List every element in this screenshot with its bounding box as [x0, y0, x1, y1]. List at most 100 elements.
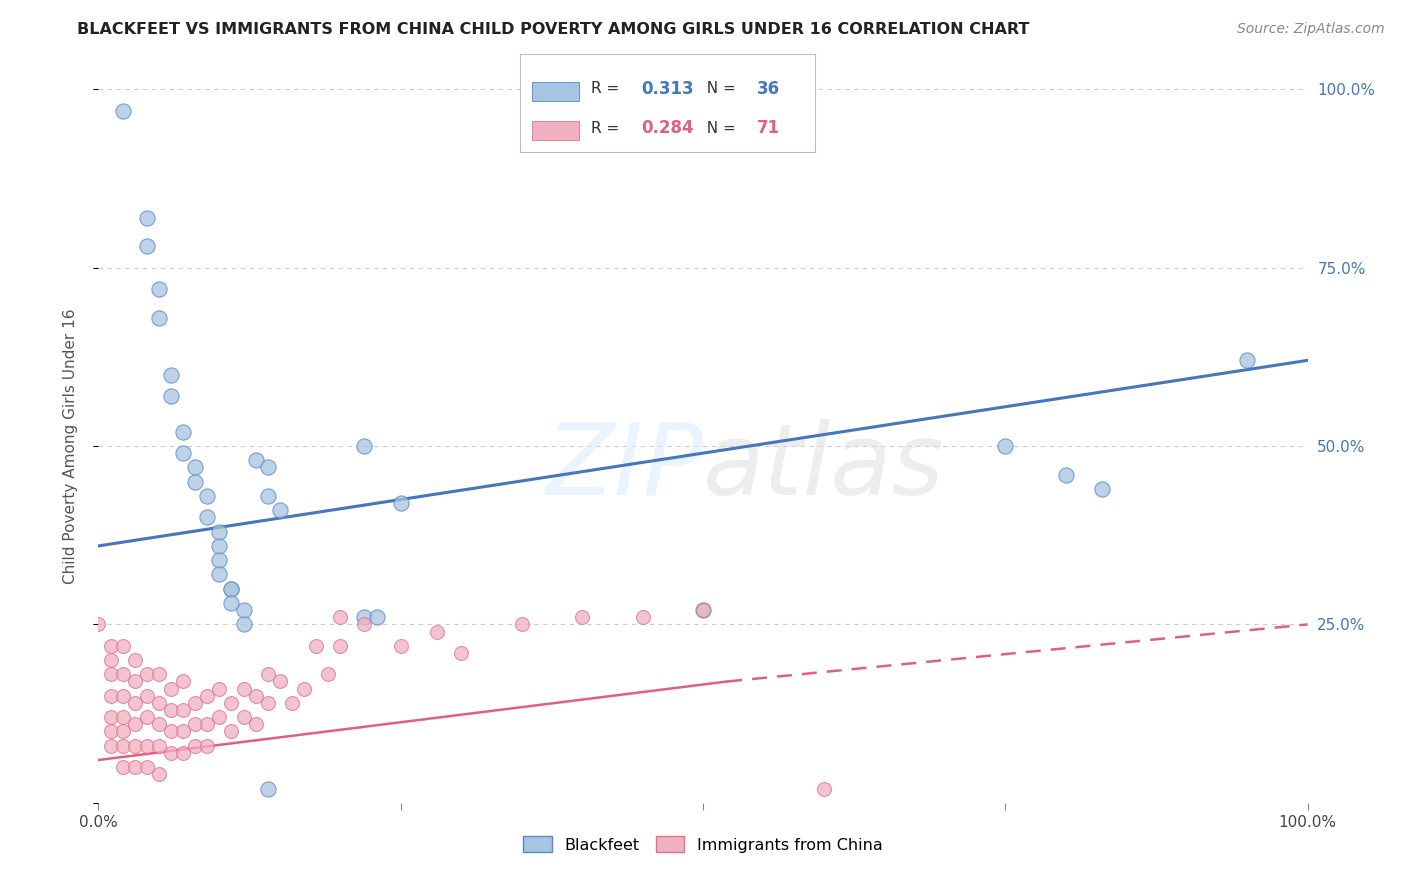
Point [329, 639, 352, 653]
Point [172, 746, 194, 760]
Point [124, 696, 146, 710]
Point [172, 703, 194, 717]
Point [813, 781, 835, 796]
Point [111, 103, 134, 118]
Y-axis label: Child Poverty Among Girls Under 16: Child Poverty Among Girls Under 16 [63, 309, 77, 583]
Text: ZIP: ZIP [544, 419, 703, 516]
Point [232, 617, 254, 632]
Legend: Blackfeet, Immigrants from China: Blackfeet, Immigrants from China [516, 830, 890, 859]
Point [195, 739, 218, 753]
Point [148, 739, 170, 753]
Point [256, 667, 278, 681]
Point [111, 724, 134, 739]
Point [100, 710, 122, 724]
Point [100, 739, 122, 753]
Point [208, 567, 231, 582]
Point [111, 739, 134, 753]
Point [100, 689, 122, 703]
Point [124, 760, 146, 774]
Point [316, 667, 339, 681]
Point [221, 596, 243, 610]
Point [450, 646, 472, 660]
Point [1236, 353, 1258, 368]
Point [426, 624, 449, 639]
Point [208, 539, 231, 553]
Point [232, 681, 254, 696]
Point [111, 710, 134, 724]
Point [353, 617, 375, 632]
Point [172, 674, 194, 689]
Bar [531, 82, 579, 101]
Point [160, 746, 183, 760]
Point [111, 667, 134, 681]
Point [172, 425, 194, 439]
Point [135, 739, 157, 753]
Point [256, 489, 278, 503]
Point [221, 724, 243, 739]
Point [100, 639, 122, 653]
Point [160, 389, 183, 403]
Point [292, 681, 315, 696]
Point [148, 717, 170, 731]
Point [256, 781, 278, 796]
Point [184, 696, 207, 710]
Point [208, 710, 231, 724]
Point [208, 553, 231, 567]
Point [256, 696, 278, 710]
Point [692, 603, 714, 617]
Point [221, 696, 243, 710]
Text: 71: 71 [756, 120, 779, 137]
Text: R =: R = [591, 120, 624, 136]
Point [269, 674, 291, 689]
Point [184, 717, 207, 731]
Point [148, 282, 170, 296]
Point [305, 639, 328, 653]
Point [195, 689, 218, 703]
Point [353, 439, 375, 453]
Point [111, 689, 134, 703]
Text: Source: ZipAtlas.com: Source: ZipAtlas.com [1237, 22, 1385, 37]
Point [195, 717, 218, 731]
Point [208, 681, 231, 696]
Point [160, 368, 183, 382]
Point [135, 760, 157, 774]
Point [245, 717, 267, 731]
Point [135, 667, 157, 681]
Text: atlas: atlas [703, 419, 945, 516]
Point [1091, 482, 1114, 496]
Point [148, 667, 170, 681]
Point [87, 617, 110, 632]
Point [329, 610, 352, 624]
Point [124, 739, 146, 753]
Point [172, 446, 194, 460]
Text: N =: N = [697, 81, 741, 96]
Point [994, 439, 1017, 453]
Text: 0.284: 0.284 [641, 120, 695, 137]
Text: 36: 36 [756, 80, 779, 98]
Point [389, 639, 412, 653]
Point [100, 724, 122, 739]
Point [245, 689, 267, 703]
Point [631, 610, 654, 624]
Point [135, 211, 157, 225]
Point [148, 310, 170, 325]
Point [692, 603, 714, 617]
Point [1054, 467, 1077, 482]
Point [281, 696, 304, 710]
Point [148, 696, 170, 710]
Point [353, 610, 375, 624]
Point [232, 603, 254, 617]
Point [160, 724, 183, 739]
Point [184, 475, 207, 489]
Point [195, 510, 218, 524]
Point [100, 653, 122, 667]
Point [160, 703, 183, 717]
Point [160, 681, 183, 696]
Point [232, 710, 254, 724]
Point [124, 674, 146, 689]
Point [100, 667, 122, 681]
Point [135, 710, 157, 724]
Point [148, 767, 170, 781]
Point [124, 717, 146, 731]
Point [256, 460, 278, 475]
